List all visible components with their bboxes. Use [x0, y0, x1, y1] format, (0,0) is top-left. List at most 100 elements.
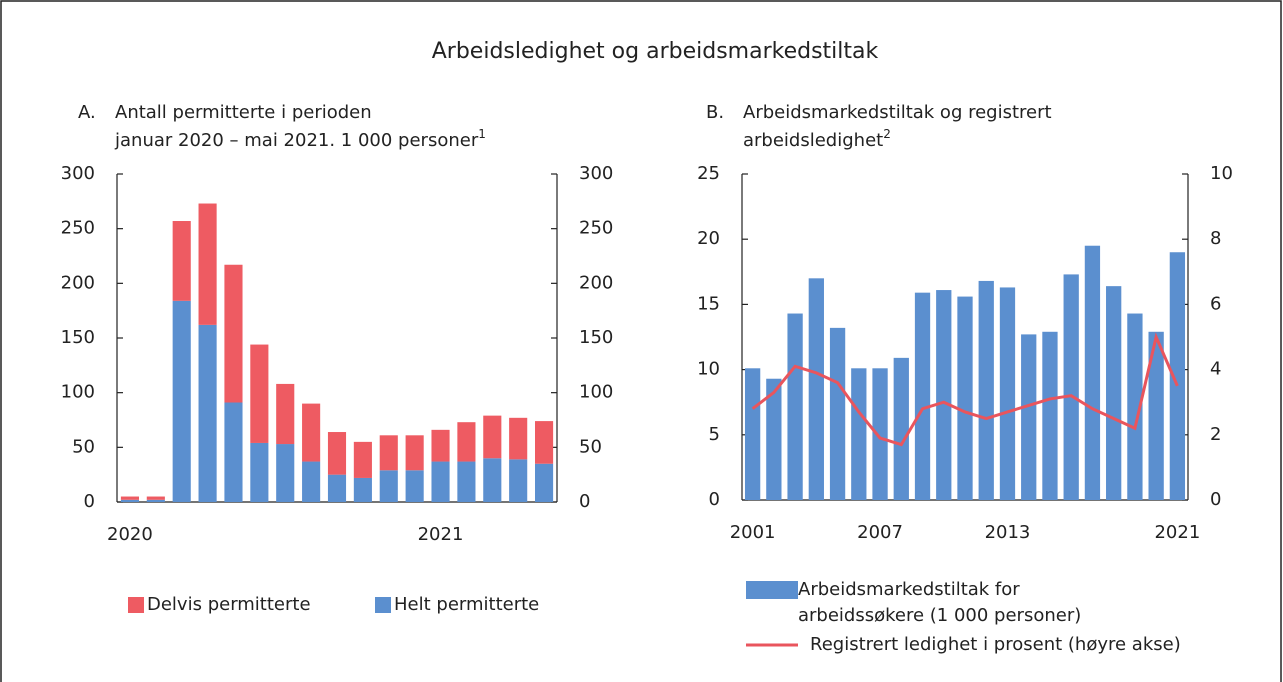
y-tick-label: 200: [61, 272, 95, 293]
bar: [172, 221, 191, 301]
y2-tick-label: 300: [579, 163, 613, 184]
x-tick-label: 2007: [857, 522, 903, 543]
bar: [302, 461, 321, 502]
bar: [766, 378, 782, 500]
y2-tick-label: 10: [1210, 163, 1233, 184]
legend-swatch: [746, 581, 798, 599]
y2-tick-label: 8: [1210, 228, 1221, 249]
bar: [957, 296, 973, 500]
bar: [1127, 313, 1143, 500]
bar: [327, 432, 347, 475]
bar: [1021, 334, 1037, 500]
y-tick-label: 15: [697, 293, 720, 314]
x-tick-label: 2021: [1154, 522, 1200, 543]
panel-label: A.: [78, 102, 96, 123]
bar: [146, 499, 165, 502]
y-tick-label: 50: [72, 436, 95, 457]
bar: [535, 421, 554, 464]
bar: [353, 441, 372, 478]
panel-title: arbeidsledighet2: [743, 127, 891, 152]
chart-title: Arbeidsledighet og arbeidsmarkedstiltak: [432, 39, 879, 64]
bar: [1063, 274, 1079, 500]
y2-tick-label: 4: [1210, 359, 1221, 380]
y-tick-label: 25: [697, 163, 720, 184]
bar: [224, 264, 243, 403]
bar: [302, 403, 321, 462]
y2-tick-label: 50: [579, 436, 602, 457]
bar: [198, 203, 217, 325]
bar: [744, 368, 761, 500]
bar: [914, 292, 931, 500]
bar: [483, 415, 502, 459]
y2-tick-label: 100: [579, 382, 613, 403]
panel-label: B.: [706, 102, 724, 123]
bar: [978, 280, 994, 500]
y-tick-label: 5: [709, 424, 720, 445]
panel-title: Antall permitterte i perioden: [115, 102, 372, 123]
y-tick-label: 0: [709, 489, 720, 510]
y-tick-label: 100: [61, 382, 95, 403]
y2-tick-label: 6: [1210, 293, 1221, 314]
x-tick-label: 2020: [107, 524, 153, 545]
bar: [1169, 252, 1186, 500]
bar: [198, 324, 217, 502]
bar: [509, 417, 528, 460]
bar: [379, 435, 398, 471]
x-tick-label: 2001: [730, 522, 776, 543]
bar: [1148, 331, 1164, 500]
bar: [872, 368, 888, 500]
bar: [999, 287, 1016, 500]
bar: [787, 313, 803, 500]
legend-swatch: [375, 597, 391, 613]
legend-label: Registrert ledighet i prosent (høyre aks…: [810, 634, 1181, 655]
bar: [224, 402, 243, 502]
bar: [146, 496, 165, 500]
y-tick-label: 10: [697, 359, 720, 380]
bar: [353, 477, 372, 502]
bar: [250, 442, 269, 502]
y-tick-label: 150: [61, 327, 95, 348]
bar: [379, 470, 398, 502]
y2-tick-label: 250: [579, 218, 613, 239]
y2-tick-label: 200: [579, 272, 613, 293]
bar: [250, 344, 269, 443]
bar: [457, 461, 476, 502]
bar: [431, 461, 450, 502]
bar: [405, 470, 424, 502]
panel-title: Arbeidsmarkedstiltak og registrert: [743, 102, 1052, 123]
y-tick-label: 300: [61, 163, 95, 184]
bar: [457, 422, 476, 462]
bar: [405, 435, 424, 471]
y-tick-label: 250: [61, 218, 95, 239]
bar: [327, 474, 347, 502]
bar: [829, 327, 846, 500]
x-tick-label: 2021: [418, 524, 464, 545]
bar: [120, 499, 139, 502]
bar: [893, 357, 909, 500]
y-tick-label: 20: [697, 228, 720, 249]
y2-tick-label: 2: [1210, 424, 1221, 445]
legend-label: Delvis permitterte: [147, 594, 311, 615]
x-tick-label: 2013: [985, 522, 1031, 543]
panel-title: januar 2020 – mai 2021. 1 000 personer1: [114, 127, 486, 152]
bar: [483, 458, 502, 502]
bar: [1084, 245, 1101, 500]
bar: [509, 459, 528, 502]
bar: [276, 444, 295, 502]
bar: [936, 290, 952, 500]
bar: [535, 463, 554, 502]
y2-tick-label: 0: [1210, 489, 1221, 510]
line: [751, 332, 1179, 447]
legend-label: Helt permitterte: [394, 594, 539, 615]
y2-tick-label: 150: [579, 327, 613, 348]
legend-label-box: Arbeidsmarkedstiltak for arbeidssøkere (…: [798, 579, 1082, 633]
legend-swatch: [128, 597, 144, 613]
bar: [431, 429, 450, 462]
y-tick-label: 0: [84, 491, 95, 512]
legend-label: Arbeidsmarkedstiltak for arbeidssøkere (…: [798, 579, 1082, 633]
bar: [1106, 286, 1122, 500]
footnote-ref: 2: [883, 127, 891, 141]
